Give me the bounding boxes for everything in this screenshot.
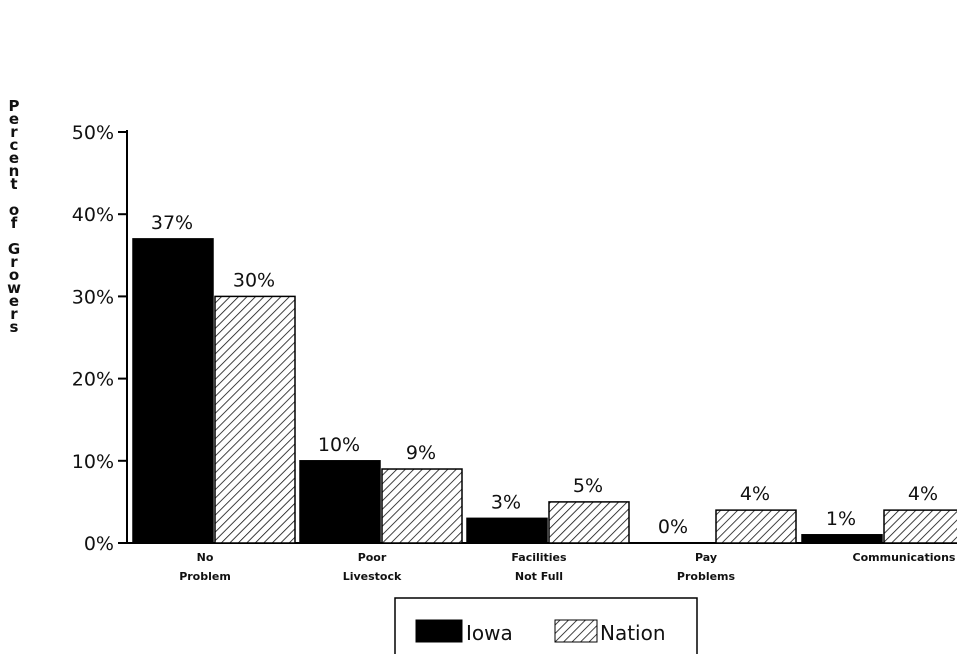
category-label-2-1: Not Full	[515, 570, 563, 583]
y-ticks: 0% 10% 20% 30% 40% 50%	[72, 122, 127, 555]
y-axis-label-char: e	[8, 110, 20, 128]
y-axis-label-char: o	[8, 266, 20, 284]
data-label-nation-3: 4%	[740, 483, 770, 505]
y-axis-label-char: G	[7, 240, 21, 258]
y-axis-label-char: t	[10, 175, 18, 193]
y-tick-label: 20%	[72, 369, 114, 391]
bar-nation-2	[548, 501, 630, 544]
y-axis-label-char: r	[10, 305, 18, 323]
bar-nation-0	[214, 295, 296, 544]
y-axis-label-char: e	[8, 292, 20, 310]
legend-swatch-iowa	[415, 619, 463, 643]
data-label-nation-1: 9%	[406, 442, 436, 464]
y-axis-label-char: o	[8, 201, 20, 219]
y-axis-label-char: P	[8, 97, 20, 115]
y-axis-label-char: f	[10, 214, 18, 232]
category-label-3-1: Problems	[677, 570, 736, 583]
data-label-iowa-2: 3%	[491, 491, 521, 513]
category-label-0-0: No	[197, 551, 214, 564]
category-label-0-1: Problem	[179, 570, 231, 583]
bar-iowa-4	[801, 534, 883, 544]
bar-nation-3	[715, 509, 797, 544]
legend: Iowa Nation	[394, 597, 698, 654]
data-label-nation-2: 5%	[573, 475, 603, 497]
data-label-iowa-1: 10%	[318, 434, 360, 456]
bar-nation-4	[883, 509, 957, 544]
y-tick-label: 30%	[72, 286, 114, 308]
bar-iowa-1	[299, 460, 381, 544]
legend-label-nation: Nation	[600, 621, 666, 645]
value-labels: 37% 30% 10% 9% 3% 5% 0% 4% 1% 4%	[151, 212, 938, 538]
y-tick-label: 50%	[72, 122, 114, 144]
data-label-iowa-4: 1%	[826, 508, 856, 530]
y-axis-label-char: s	[9, 318, 19, 336]
y-axis-label-char: w	[7, 279, 21, 297]
y-axis-label-char: e	[8, 149, 20, 167]
data-label-iowa-0: 37%	[151, 212, 193, 234]
y-axis-label-char: r	[10, 253, 18, 271]
y-axis-label-char: c	[9, 136, 19, 154]
y-tick-label: 0%	[84, 533, 114, 555]
bars	[132, 238, 957, 544]
y-axis-label-char: n	[8, 162, 20, 180]
data-label-nation-4: 4%	[908, 483, 938, 505]
legend-label-iowa: Iowa	[466, 621, 513, 645]
y-tick-label: 40%	[72, 204, 114, 226]
bar-iowa-2	[466, 517, 548, 544]
data-label-nation-0: 30%	[233, 269, 275, 291]
category-label-1-1: Livestock	[343, 570, 402, 583]
category-label-2-0: Facilities	[511, 551, 567, 564]
y-axis-label-char: r	[10, 123, 18, 141]
category-label-3-0: Pay	[695, 551, 717, 564]
category-label-4-0: Communications	[853, 551, 956, 564]
category-label-1-0: Poor	[358, 551, 387, 564]
data-label-iowa-3: 0%	[658, 516, 688, 538]
category-labels: No Problem Poor Livestock Facilities Not Full…	[179, 551, 956, 583]
bar-iowa-0	[132, 238, 214, 544]
y-tick-label: 10%	[72, 451, 114, 473]
legend-swatch-nation	[554, 619, 598, 643]
bar-nation-1	[381, 468, 463, 544]
